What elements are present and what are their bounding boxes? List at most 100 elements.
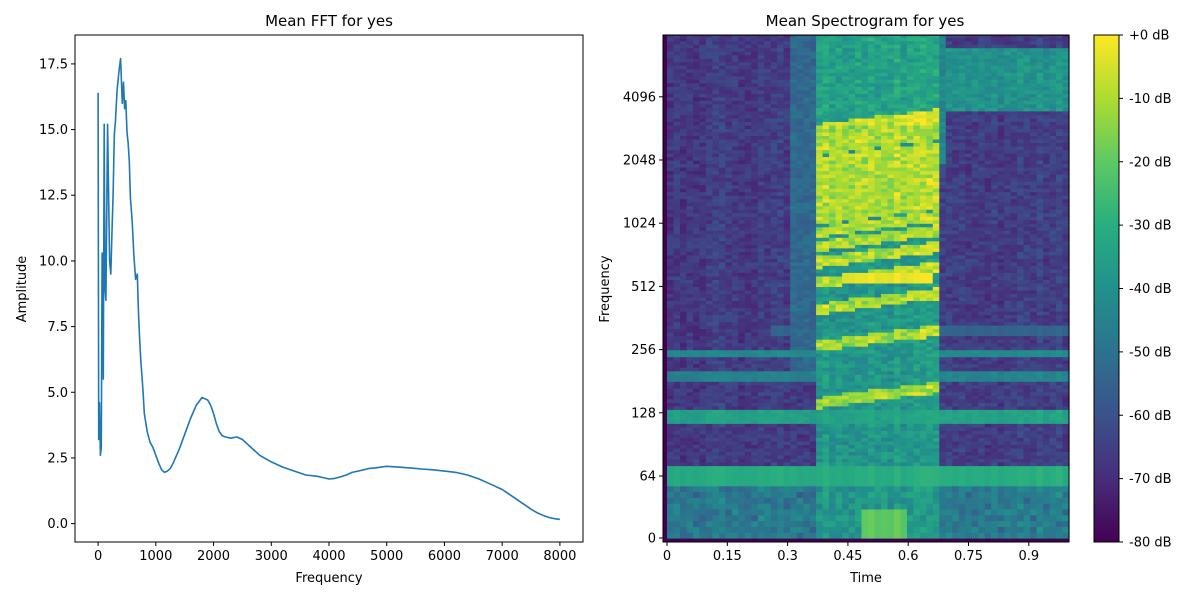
spectrogram-cell <box>783 416 791 421</box>
spectrogram-cell <box>731 381 739 386</box>
spectrogram-cell <box>835 462 843 467</box>
spectrogram-cell <box>667 128 675 133</box>
spectrogram-cell <box>816 282 824 287</box>
spectrogram-cell <box>764 346 772 351</box>
spectrogram-cell <box>693 388 701 393</box>
spectrogram-cell <box>738 51 746 56</box>
spectrogram-cell <box>667 391 675 396</box>
spectrogram-cell <box>790 54 798 59</box>
spectrogram-cell <box>731 272 739 277</box>
spectrogram-cell <box>848 188 856 193</box>
spectrogram-cell <box>738 121 746 126</box>
spectrogram-cell <box>718 61 726 66</box>
spectrogram-cell <box>874 279 882 284</box>
spectrogram-cell <box>744 124 752 129</box>
spectrogram-cell <box>673 342 681 347</box>
spectrogram-cell <box>893 226 901 231</box>
spectrogram-cell <box>835 107 843 112</box>
spectrogram-cell <box>693 195 701 200</box>
spectrogram-cell <box>712 195 720 200</box>
spectrogram-cell <box>822 349 830 354</box>
spectrogram-cell <box>705 254 713 259</box>
spectrogram-cell <box>829 335 837 340</box>
spectrogram-cell <box>874 409 882 414</box>
spectrogram-cell <box>680 332 688 337</box>
spectrogram-cell <box>744 233 752 238</box>
spectrogram-cell <box>887 110 895 115</box>
spectrogram-cell <box>842 51 850 56</box>
spectrogram-cell <box>705 156 713 161</box>
spectrogram-cell <box>680 497 688 504</box>
spectrogram-cell <box>751 61 759 66</box>
spectrogram-cell <box>744 332 752 337</box>
spectrogram-cell <box>731 437 739 442</box>
spectrogram-cell <box>738 367 746 372</box>
spectrogram-cell <box>693 363 701 368</box>
spectrogram-cell <box>738 103 746 108</box>
spectrogram-cell <box>855 440 863 445</box>
fft-y-tick-label: 12.5 <box>39 189 68 204</box>
spectrogram-cell <box>855 412 863 417</box>
spectrogram-cell <box>699 35 707 38</box>
spectrogram-cell <box>705 107 713 112</box>
spectrogram-cell <box>673 367 681 372</box>
spectrogram-cell <box>816 491 824 498</box>
spectrogram-cell <box>777 353 785 358</box>
spectrogram-cell <box>887 89 895 94</box>
spectrogram-cell <box>881 296 889 301</box>
spectrogram-cell <box>718 321 726 326</box>
spectrogram-cell <box>842 377 850 382</box>
spectrogram-cell <box>842 244 850 249</box>
spectrogram-cell <box>835 465 843 470</box>
spectrogram-cell <box>718 532 726 539</box>
spectrogram-cell <box>868 202 876 207</box>
spectrogram-cell <box>705 47 713 52</box>
spectrogram-cell <box>680 447 688 452</box>
spectrogram-cell <box>842 37 850 42</box>
spectrogram-cell <box>796 117 804 122</box>
spectrogram-cell <box>699 72 707 77</box>
spectrogram-cell <box>667 447 675 452</box>
spectrogram-cell <box>855 93 863 98</box>
spectrogram-cell <box>777 391 785 396</box>
spectrogram-cell <box>893 409 901 414</box>
spectrogram-cell <box>868 75 876 80</box>
spectrogram-cell <box>835 440 843 445</box>
spectrogram-cell <box>842 508 850 516</box>
spectrogram-cell <box>673 293 681 298</box>
spectrogram-cell <box>725 121 733 126</box>
spectrogram-cell <box>699 440 707 445</box>
spectrogram-cell <box>686 163 694 168</box>
spectrogram-cell <box>705 68 713 73</box>
spectrogram-cell <box>738 479 746 487</box>
spectrogram-cell <box>842 381 850 386</box>
spectrogram-cell <box>803 440 811 445</box>
spectrogram-cell <box>777 202 785 207</box>
spectrogram-cell <box>822 437 830 442</box>
spectrogram-cell <box>893 451 901 456</box>
spectrogram-cell <box>731 110 739 115</box>
spectrogram-cell <box>874 135 882 140</box>
spectrogram-cell <box>777 409 785 414</box>
spectrogram-cell <box>744 286 752 291</box>
spectrogram-cell <box>777 520 785 527</box>
spectrogram-cell <box>764 433 772 438</box>
spectrogram-cell <box>751 237 759 242</box>
spectrogram-cell <box>874 58 882 63</box>
spectrogram-cell <box>770 188 778 193</box>
spectrogram-cell <box>868 440 876 445</box>
spectrogram-cell <box>855 35 863 38</box>
spectrogram-cell <box>848 156 856 161</box>
spectrogram-cell <box>835 451 843 456</box>
spectrogram-cell <box>829 44 837 49</box>
spectrogram-cell <box>881 346 889 351</box>
spectrogram-cell <box>744 188 752 193</box>
spectrogram-cell <box>874 465 882 470</box>
spectrogram-cell <box>855 138 863 143</box>
spectrogram-cell <box>822 103 830 108</box>
spectrogram-cell <box>744 388 752 393</box>
spectrogram-cell <box>764 244 772 249</box>
spectrogram-cell <box>822 163 830 168</box>
spectrogram-cell <box>796 300 804 305</box>
spectrogram-cell <box>744 451 752 456</box>
